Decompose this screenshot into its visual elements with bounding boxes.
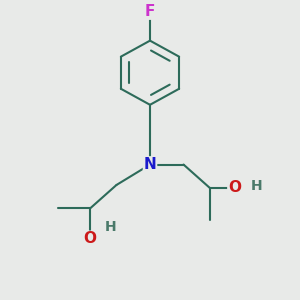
Text: O: O [228, 180, 241, 195]
Text: F: F [145, 4, 155, 19]
Text: H: H [250, 179, 262, 194]
Text: H: H [105, 220, 116, 234]
Text: N: N [144, 157, 156, 172]
Text: O: O [84, 231, 97, 246]
